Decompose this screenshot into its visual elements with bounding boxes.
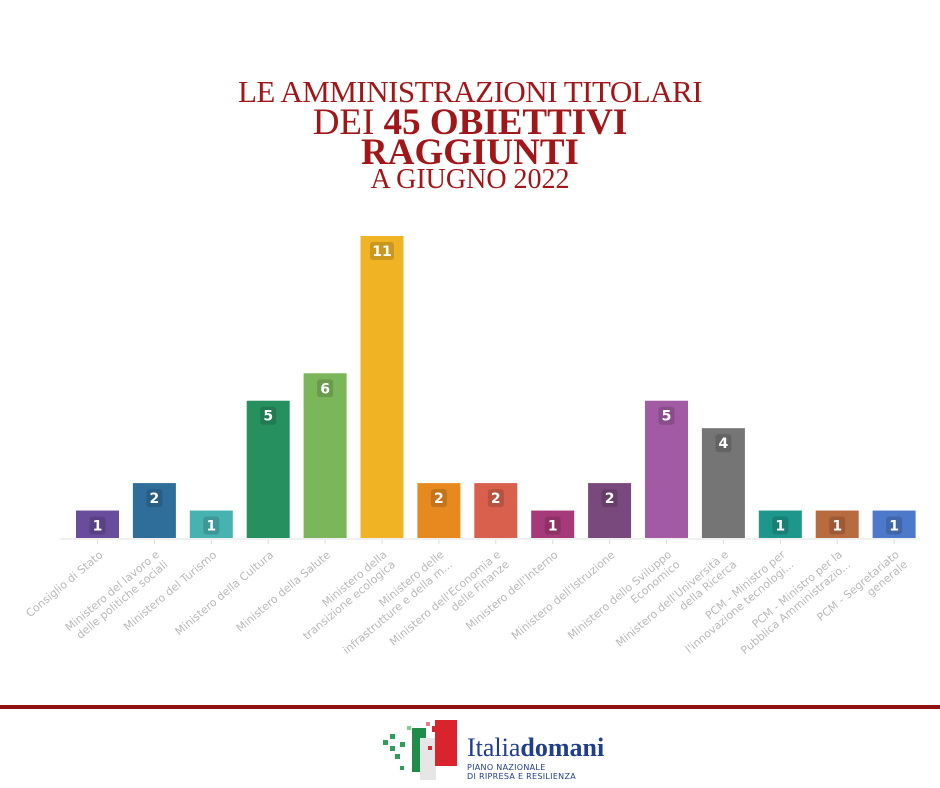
brand-name-light: Italia (467, 733, 521, 762)
data-label-badge (146, 489, 163, 508)
title-line-2-bold: 45 OBIETTIVI (383, 102, 628, 143)
italiadomani-logo-icon (383, 720, 457, 780)
data-label: 2 (605, 491, 615, 507)
data-label-badge (260, 406, 277, 425)
data-label: 5 (263, 409, 273, 425)
data-label-badge (430, 489, 447, 508)
data-label: 1 (548, 519, 558, 535)
data-label-badge (203, 516, 220, 535)
brand-subtitle-2: DI RIPRESA E RESILIENZA (467, 772, 577, 781)
data-label: 11 (372, 244, 391, 260)
x-tick-label-line: Ministero dello Sviluppo (565, 548, 674, 643)
brand-name-bold: domani (520, 733, 605, 762)
title-line-4: A GIUGNO 2022 (370, 164, 570, 195)
data-label-badge (829, 516, 846, 535)
bar (360, 236, 404, 538)
brand-subtitle-1: PIANO NAZIONALE (467, 763, 546, 772)
title-line-1: LE AMMINISTRAZIONI TITOLARI (237, 74, 703, 109)
bar (303, 373, 347, 538)
data-label-badge (317, 379, 334, 398)
data-label: 5 (662, 409, 672, 425)
x-tick-label-line: Ministero dell'Istruzione (509, 548, 618, 642)
data-label-badge (544, 516, 561, 535)
data-label: 2 (434, 491, 444, 507)
data-label-badge (370, 242, 394, 260)
title-line-2: DEI 45 OBIETTIVI (0, 104, 940, 141)
data-label-badge (658, 406, 675, 425)
title-line-2-prefix: DEI (312, 102, 384, 143)
data-label-badge (601, 489, 618, 508)
data-label: 6 (320, 381, 330, 397)
title-line-3: RAGGIUNTI (361, 132, 579, 173)
data-label: 1 (832, 519, 842, 535)
data-label-badge (715, 434, 732, 453)
x-tick-label: Ministero dell'Istruzione (509, 548, 618, 642)
data-label: 4 (719, 436, 729, 452)
data-label: 1 (775, 519, 785, 535)
data-label: 2 (150, 491, 160, 507)
data-label-badge (772, 516, 789, 535)
x-tick-label: Ministero della Cultura (173, 548, 277, 638)
x-tick-label-line: Ministero della Cultura (173, 548, 277, 638)
brand-name: Italiadomani (467, 735, 604, 761)
data-label: 2 (491, 491, 501, 507)
data-label: 1 (93, 519, 103, 535)
data-label-badge (886, 516, 903, 535)
x-tick-label-line: Ministero del lavoro e (63, 548, 162, 634)
data-label-badge (487, 489, 504, 508)
data-label: 1 (206, 519, 216, 535)
footer-divider (0, 705, 940, 709)
data-label: 1 (889, 519, 899, 535)
data-label-badge (89, 516, 106, 535)
